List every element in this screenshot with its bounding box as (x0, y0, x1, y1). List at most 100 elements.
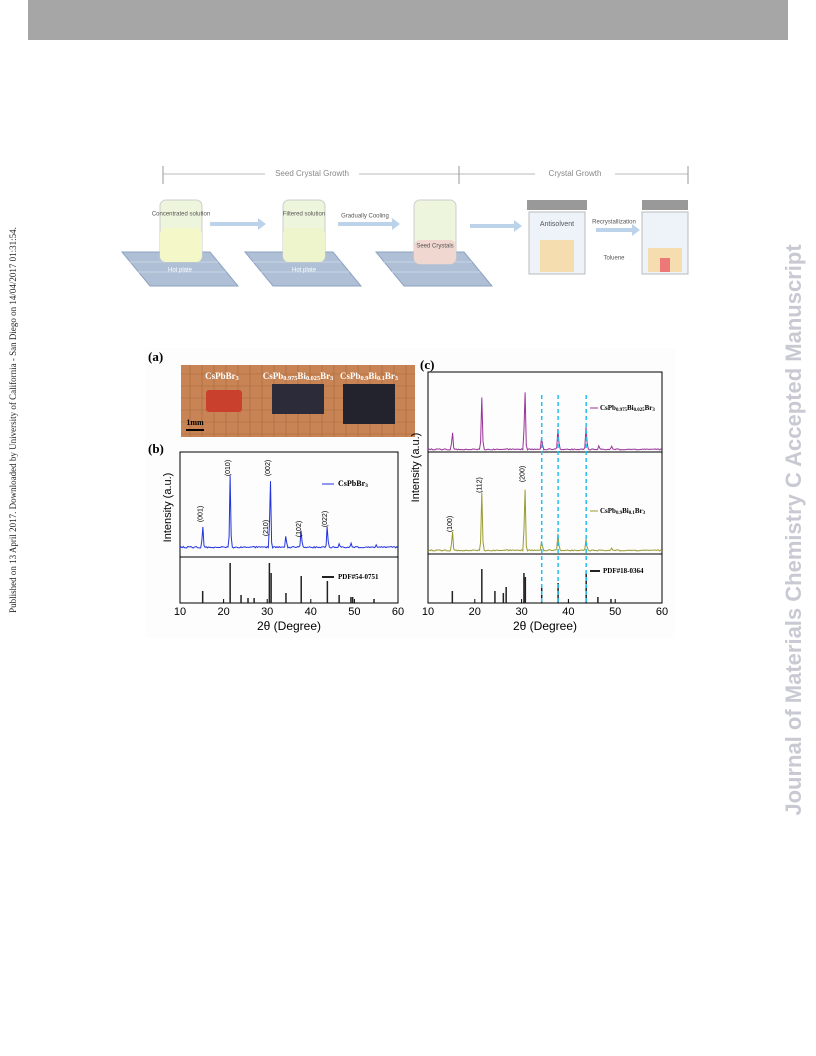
subscript: 3 (365, 483, 368, 489)
x-tick-label: 50 (609, 606, 621, 618)
formula-part: CsPb (340, 371, 361, 381)
xrd-pattern (179, 475, 399, 549)
subscript: 0.1 (377, 375, 385, 382)
plate-lines (130, 261, 480, 273)
peak-label: (002) (265, 460, 272, 476)
header-bar (28, 0, 788, 40)
plot-frame (427, 371, 663, 604)
scheme-label: Toluene (603, 256, 625, 262)
x-tick-label: 10 (174, 606, 186, 618)
subscript: 0.9 (616, 511, 623, 516)
peak-label: (102) (296, 521, 303, 537)
subscript: 3 (652, 408, 655, 413)
scheme: Seed Crystal Growth Crystal Growth (120, 166, 689, 287)
hot-plates (120, 251, 494, 287)
formula-part: CsPb (600, 507, 616, 515)
peak-label: (112) (477, 477, 484, 493)
formula-part: Br (635, 507, 643, 515)
formula: CsPb0.975Bi0.025Br3 (600, 404, 655, 414)
formula-part: CsPb (263, 371, 284, 381)
formula-part: Bi (368, 371, 377, 381)
formula-part: CsPbBr (205, 371, 236, 381)
watermark: Journal of Materials Chemistry C Accepte… (781, 244, 806, 816)
x-axis-label: 2θ (Degree) (513, 619, 577, 633)
x-tick-label: 60 (656, 606, 668, 618)
peak-label: (200) (520, 466, 527, 482)
formula-part: Br (385, 371, 395, 381)
formula-part: CsPb (600, 404, 616, 412)
peak-label: (010) (225, 460, 232, 476)
subscript: 0.9 (361, 375, 369, 382)
crystal (206, 390, 242, 412)
formula-part: Bi (627, 404, 634, 412)
subscript: 0.025 (306, 375, 320, 382)
subscript: 3 (643, 511, 646, 516)
xrd-pattern (427, 489, 663, 552)
y-axis-label: Intensity (a.u.) (162, 473, 174, 543)
publication-note: Published on 13 April 2017. Downloaded b… (8, 227, 18, 613)
phase-label-bg (535, 168, 615, 180)
x-axis-label: 2θ (Degree) (257, 619, 321, 633)
x-tick-label: 50 (348, 606, 360, 618)
formula-part: Br (320, 371, 330, 381)
formula-part: Bi (622, 507, 629, 515)
formula-part: CsPbBr (338, 479, 366, 488)
formula: CsPb0.9Bi0.1Br3 (600, 507, 646, 517)
subscript: 0.975 (616, 408, 628, 413)
scheme-label: Antisolvent (540, 221, 574, 228)
scheme-label: Gradually Cooling (341, 214, 389, 220)
subscript: 0.975 (283, 375, 297, 382)
crystal (343, 384, 395, 424)
x-tick-label: 40 (562, 606, 574, 618)
formula-part: Br (645, 404, 653, 412)
formula: PDF#54-0751 (338, 573, 379, 581)
panel-label: (c) (420, 357, 434, 372)
phase-label: Crystal Growth (549, 169, 602, 178)
x-tick-label: 10 (422, 606, 434, 618)
formula: CsPbBr3 (338, 479, 368, 489)
peak-label: (210) (263, 520, 270, 536)
scale-label: 1mm (186, 418, 204, 427)
subscript: 3 (236, 375, 239, 382)
panel-label: (a) (148, 349, 163, 364)
scheme-label: Hot plate (292, 268, 317, 274)
panel-label: (b) (148, 441, 164, 456)
x-tick-label: 20 (217, 606, 229, 618)
subscript: 0.025 (634, 408, 646, 413)
scheme-label: Hot plate (168, 268, 193, 274)
plot-frame (179, 451, 399, 604)
x-tick-label: 60 (392, 606, 404, 618)
formula: PDF#18-0364 (603, 567, 644, 575)
formula: CsPbBr3 (205, 371, 239, 382)
x-tick-label: 40 (305, 606, 317, 618)
x-tick-label: 30 (515, 606, 527, 618)
y-axis-label: Intensity (a.u.) (410, 433, 422, 503)
formula-part: Bi (297, 371, 306, 381)
beakers (159, 199, 689, 275)
peak-label: (022) (322, 511, 329, 527)
subscript: 3 (395, 375, 398, 382)
scheme-label: Recrystallization (592, 220, 636, 226)
phase-label-bg (265, 168, 359, 180)
scheme-label: Concentrated solution (152, 212, 210, 218)
arrows (210, 218, 640, 236)
subscript: 0.1 (629, 511, 636, 516)
x-tick-label: 20 (469, 606, 481, 618)
formula-part: PDF#54-0751 (338, 573, 379, 581)
scheme-label: Seed Crystals (416, 244, 453, 250)
figure-content: CsPbBr3 CsPb0.975Bi0.025Br3 CsPb0.9Bi0.1Br… (162, 371, 668, 633)
subscript: 3 (330, 375, 333, 382)
formula: CsPb0.975Bi0.025Br3 (263, 371, 334, 382)
phase-label: Seed Crystal Growth (275, 169, 349, 178)
formula: CsPb0.9Bi0.1Br3 (340, 371, 398, 382)
scheme-label: Filtered solution (283, 212, 325, 218)
peak-label: (100) (447, 516, 454, 532)
xrd-pattern (427, 392, 663, 451)
crystal (272, 384, 324, 414)
peak-label: (001) (198, 506, 205, 522)
photo (181, 365, 415, 437)
x-tick-label: 30 (261, 606, 273, 618)
formula-part: PDF#18-0364 (603, 567, 644, 575)
